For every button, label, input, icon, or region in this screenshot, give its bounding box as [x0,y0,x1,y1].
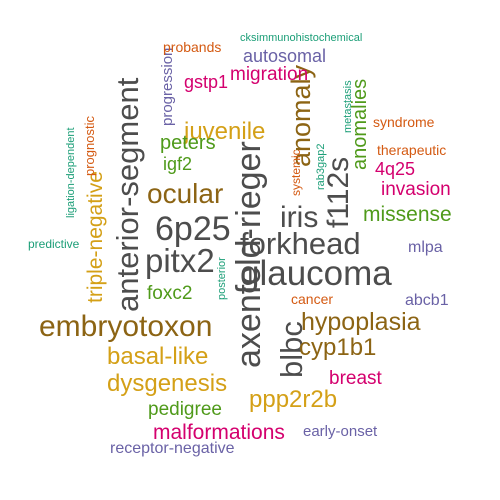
word-ocular: ocular [147,178,224,209]
word-cksimmunohistochemical: cksimmunohistochemical [240,32,363,44]
word-forkhead: forkhead [240,226,361,261]
word-migration: migration [230,64,309,85]
word-early-onset: early-onset [303,423,378,440]
word-cyp1b1: cyp1b1 [299,334,377,361]
word-cancer: cancer [291,291,334,307]
word-posterior: posterior [216,257,228,300]
word-triple-negative: triple-negative [84,171,107,303]
word-axenfeld-rieger: axenfeld-rieger [230,141,268,368]
word-foxc2: foxc2 [147,283,193,304]
word-syndrome: syndrome [373,114,435,130]
word-embryotoxon: embryotoxon [39,310,213,343]
word-gstp1: gstp1 [184,72,229,92]
word-autosomal: autosomal [243,46,327,66]
word-receptor-negative: receptor-negative [110,440,235,457]
word-ppp2r2b: ppp2r2b [249,386,338,413]
word-dysgenesis: dysgenesis [107,370,228,397]
word-abcb1: abcb1 [405,292,449,309]
word-anterior-segment: anterior-segment [110,77,145,312]
word-therapeutic: therapeutic [377,142,447,158]
word-pedigree: pedigree [148,399,222,420]
word-systemic: systemic [289,149,303,196]
word-iris: iris [280,201,319,234]
word-probands: probands [163,39,222,55]
word-prognostic: prognostic [82,116,97,176]
word-basal-like: basal-like [107,343,209,370]
word-predictive: predictive [28,237,80,251]
word-progression: progression [159,47,176,126]
word-missense: missense [363,203,452,226]
word-malformations: malformations [153,421,285,444]
word-invasion: invasion [381,179,451,200]
word-glaucoma: glaucoma [240,254,392,293]
word-metastasis: metastasis [342,80,354,133]
word-hypoplasia: hypoplasia [301,308,421,336]
word-4q25: 4q25 [375,159,416,179]
word-6p25: 6p25 [155,210,231,248]
word-peters: peters [160,132,216,154]
word-pitx2: pitx2 [145,242,215,279]
word-ligation-dependent: ligation-dependent [65,127,77,218]
word-juvenile: juvenile [184,118,266,145]
word-igf2: igf2 [163,154,193,174]
word-rab3gap2: rab3gap2 [315,143,327,191]
word-breast: breast [329,368,382,389]
word-mlpa: mlpa [408,239,443,256]
